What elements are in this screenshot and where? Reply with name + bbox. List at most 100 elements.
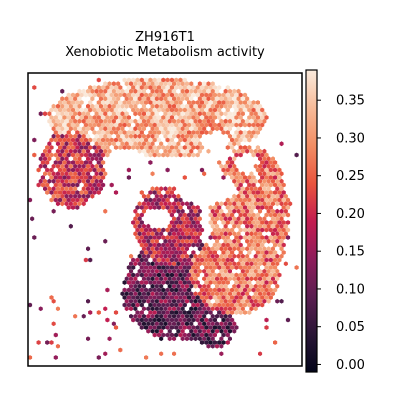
hex-spot [180,328,185,334]
hex-spot [163,321,168,327]
hex-spot [184,111,189,117]
hex-spot [187,325,192,330]
hex-spot [66,182,71,188]
hex-spot [232,201,237,207]
hex-spot [255,257,260,263]
hex-spot [135,145,140,150]
hex-spot [98,141,103,147]
hex-spot [135,310,140,315]
hex-spot [47,186,52,192]
hex-spot [230,122,235,128]
hex-spot [236,201,241,207]
hex-spot [178,310,183,315]
hex-spot [230,302,235,308]
hex-spot [178,130,183,135]
hex-spot [182,85,187,90]
hex-spot [167,246,172,252]
hex-spot [144,355,149,360]
hex-spot [242,295,248,300]
hex-spot [223,171,228,177]
hex-spot [98,126,103,132]
hex-spot [225,317,230,323]
hex-spot [30,216,35,222]
hex-spot [62,190,67,195]
hex-spot [154,268,159,274]
hex-spot [174,332,179,338]
hex-spot [148,100,153,105]
hex-spot [109,182,114,188]
hex-spot [184,96,189,102]
hex-spot [223,306,228,312]
hex-spot [279,231,284,237]
hex-spot [103,133,108,139]
hex-spot [204,115,209,120]
hex-spot [86,118,91,124]
hex-spot [154,313,159,319]
hex-spot [148,145,153,150]
hex-spot [137,238,142,244]
hex-spot [159,328,164,334]
hex-spot [268,175,273,180]
hex-spot [47,148,52,154]
hex-spot [191,272,196,278]
hex-spot [184,216,189,222]
hex-spot [270,261,275,267]
hex-spot [96,355,101,360]
hex-spot [139,265,144,270]
hex-spot [150,171,155,177]
hex-spot [221,340,226,345]
hex-spot [120,111,125,117]
hex-spot [88,85,93,90]
hex-spot [163,246,168,252]
hex-spot [172,298,177,304]
hex-spot [161,332,166,338]
hex-spot [144,272,149,278]
hex-spot [279,223,284,229]
hex-spot [206,103,211,109]
hex-spot [68,118,73,124]
hex-spot [126,272,131,278]
hex-spot [195,137,200,143]
hex-spot [178,317,183,323]
hex-spot [73,313,78,319]
hex-spot [165,137,170,143]
hex-spot [96,190,101,195]
hex-spot [150,283,155,289]
hex-spot [238,205,243,210]
hex-spot [258,261,263,267]
hex-spot [103,171,108,177]
hex-spot [275,238,280,244]
hex-spot [172,283,177,289]
hex-spot [195,100,200,105]
hex-spot [68,103,73,109]
hex-spot [227,306,232,312]
hex-spot [260,227,265,233]
hex-spot [73,178,78,184]
hex-spot [118,92,123,98]
hex-spot [204,317,209,323]
hex-spot [165,107,170,113]
hex-spot [139,317,144,323]
hex-spot [219,216,224,222]
hex-spot [245,201,250,207]
hex-spot [189,261,194,267]
hex-spot [217,212,222,218]
hex-spot [150,313,155,319]
hex-spot [242,130,248,135]
hex-spot [212,250,217,255]
hex-spot [232,193,237,199]
hex-spot [101,100,106,105]
hex-spot [64,103,69,109]
hex-spot [202,268,207,274]
hex-spot [107,336,112,342]
hex-spot [98,96,103,102]
hex-spot [197,148,202,154]
hex-spot [195,220,200,225]
hex-spot [182,137,187,143]
hex-spot [182,250,187,255]
hex-spot [195,265,200,270]
hex-spot [236,126,241,132]
hex-spot [234,100,239,105]
hex-spot [187,205,192,210]
hex-spot [279,186,284,192]
